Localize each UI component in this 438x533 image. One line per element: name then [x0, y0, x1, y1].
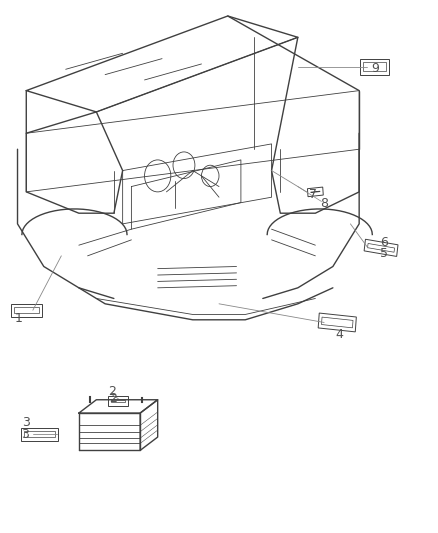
Text: 2: 2: [109, 392, 117, 405]
Text: 4: 4: [336, 328, 343, 341]
Text: 1: 1: [14, 312, 22, 325]
Text: 8: 8: [320, 197, 328, 210]
Text: 7: 7: [309, 188, 317, 201]
Text: 6: 6: [380, 236, 388, 249]
Text: 5: 5: [380, 247, 388, 260]
Text: 9: 9: [371, 62, 379, 75]
Text: 3: 3: [22, 416, 30, 429]
Text: 2: 2: [108, 385, 116, 398]
Text: 3: 3: [21, 428, 29, 441]
